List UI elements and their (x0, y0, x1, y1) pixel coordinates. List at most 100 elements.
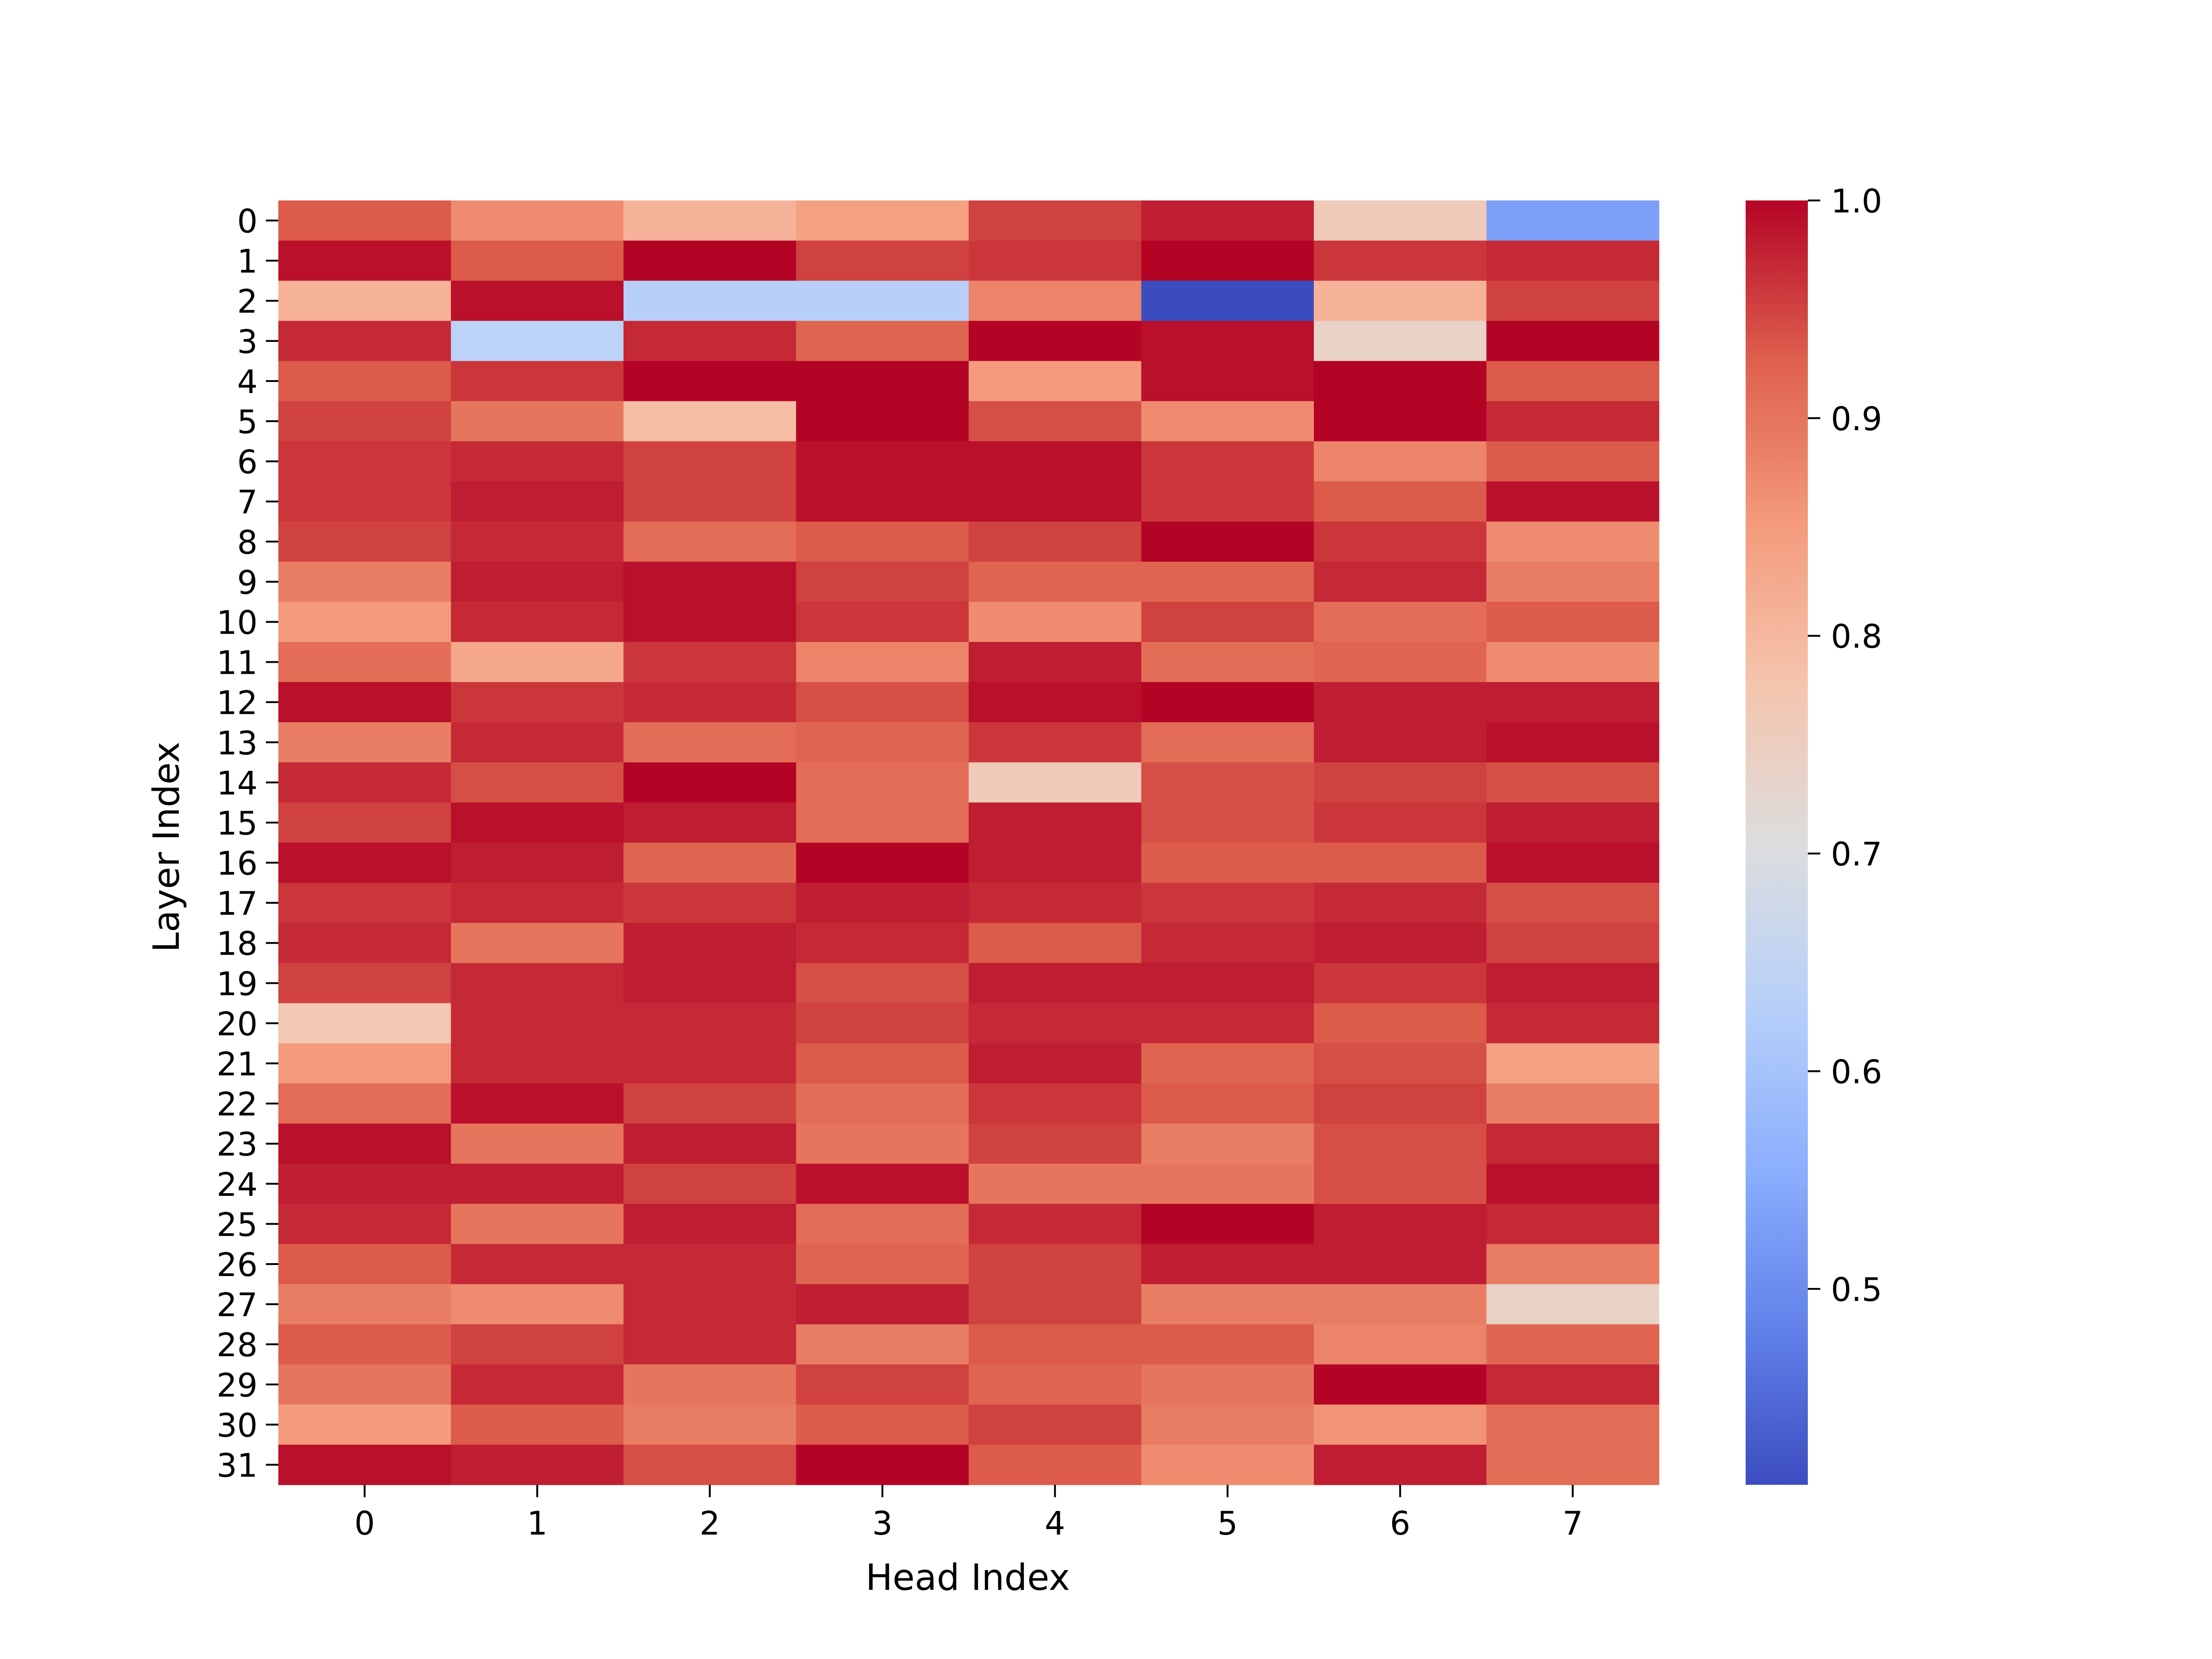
heatmap-cell (624, 521, 797, 562)
heatmap-cell (624, 1324, 797, 1365)
heatmap-cell (1314, 842, 1487, 883)
heatmap-cell (451, 1244, 624, 1285)
y-tick-label: 4 (237, 363, 258, 401)
y-tick-label: 23 (217, 1126, 258, 1164)
heatmap-cell (969, 642, 1142, 682)
heatmap-cell (969, 481, 1142, 522)
heatmap-cell (624, 1244, 797, 1285)
heatmap-cell (796, 1324, 969, 1365)
heatmap-cell (1486, 200, 1659, 241)
heatmap-cell (969, 882, 1142, 924)
y-tick-label: 22 (217, 1086, 258, 1124)
heatmap-cell (278, 1043, 452, 1084)
heatmap-cell (1314, 1164, 1487, 1204)
heatmap-cell (278, 1444, 452, 1485)
heatmap-cell (278, 722, 452, 763)
heatmap-cell (1141, 441, 1314, 482)
heatmap-cell (451, 321, 624, 361)
heatmap-cell (624, 481, 797, 522)
heatmap-cell (1141, 923, 1314, 964)
heatmap-cell (624, 923, 797, 964)
heatmap-cell (278, 963, 452, 1004)
heatmap-cell (624, 1043, 797, 1084)
heatmap-cell (1314, 1003, 1487, 1044)
heatmap-cell (1141, 561, 1314, 602)
heatmap-cell (1314, 1444, 1487, 1485)
heatmap-cell (796, 1164, 969, 1204)
x-tick-label: 1 (527, 1505, 547, 1542)
heatmap-cell (1314, 882, 1487, 924)
heatmap-cell (624, 1364, 797, 1405)
heatmap-cell (796, 1043, 969, 1084)
y-tick-label: 29 (217, 1366, 258, 1404)
heatmap-cell (969, 1083, 1142, 1124)
heatmap-cell (1141, 241, 1314, 281)
y-tick-label: 31 (217, 1447, 258, 1484)
heatmap-cell (1486, 601, 1659, 642)
x-axis-ticks: 0 1 2 3 4 5 6 7 (354, 1485, 1583, 1542)
heatmap-cell (969, 1204, 1142, 1245)
heatmap-cell (1314, 1364, 1487, 1405)
y-tick-label: 12 (217, 684, 258, 722)
heatmap-cell (796, 802, 969, 843)
heatmap-cell (969, 200, 1142, 241)
heatmap-cell (451, 882, 624, 924)
heatmap-cell (1141, 722, 1314, 763)
heatmap-cell (278, 762, 452, 803)
heatmap-cell (1486, 1204, 1659, 1245)
heatmap-cell (1141, 1324, 1314, 1365)
heatmap-cell (796, 561, 969, 602)
colorbar-tick-label: 1.0 (1831, 182, 1882, 220)
heatmap-cell (1486, 1284, 1659, 1325)
heatmap-cell (1141, 521, 1314, 562)
heatmap-cell (1141, 361, 1314, 402)
y-tick-label: 17 (217, 885, 258, 923)
heatmap-cell (796, 1444, 969, 1485)
heatmap-cell (1486, 281, 1659, 321)
heatmap-cell (969, 241, 1142, 281)
heatmap-cell (451, 802, 624, 843)
heatmap-cell (796, 1124, 969, 1164)
heatmap-cell (451, 1083, 624, 1124)
heatmap-cell (451, 642, 624, 682)
heatmap-cell (1314, 1083, 1487, 1124)
heatmap-cell (451, 561, 624, 602)
heatmap-cell (1141, 762, 1314, 803)
y-tick-label: 14 (217, 765, 258, 802)
heatmap-cell (969, 682, 1142, 723)
heatmap-cell (796, 923, 969, 964)
heatmap-cell (624, 1083, 797, 1124)
heatmap-cell (451, 1043, 624, 1084)
heatmap-cell (1486, 561, 1659, 602)
heatmap-cell (1314, 642, 1487, 682)
heatmap-cell (278, 802, 452, 843)
heatmap-cell (969, 441, 1142, 482)
heatmap-cell (1486, 1444, 1659, 1485)
heatmap-cell (1314, 762, 1487, 803)
heatmap-cell (1314, 601, 1487, 642)
heatmap-cell (1486, 802, 1659, 843)
heatmap-cell (1486, 963, 1659, 1004)
heatmap-cell (451, 1404, 624, 1445)
heatmap-cell (796, 842, 969, 883)
heatmap-cell (278, 1083, 452, 1124)
heatmap-cell (278, 842, 452, 883)
x-axis-label: Head Index (865, 1557, 1070, 1599)
heatmap-cell (451, 1284, 624, 1325)
heatmap-cell (624, 1003, 797, 1044)
x-tick-label: 0 (354, 1505, 375, 1542)
heatmap-cell (969, 561, 1142, 602)
colorbar-tick-label: 0.7 (1831, 835, 1882, 873)
heatmap-cell (1314, 1324, 1487, 1365)
heatmap-cell (1141, 1204, 1314, 1245)
heatmap-cell (624, 281, 797, 321)
heatmap-cell (1141, 802, 1314, 843)
heatmap-cell (278, 481, 452, 522)
heatmap-cell (1314, 1404, 1487, 1445)
heatmap-cell (1141, 1284, 1314, 1325)
heatmap-cell (1141, 481, 1314, 522)
heatmap-cell (1314, 521, 1487, 562)
heatmap-cell (451, 481, 624, 522)
heatmap-cell (1486, 882, 1659, 924)
heatmap-cell (451, 521, 624, 562)
